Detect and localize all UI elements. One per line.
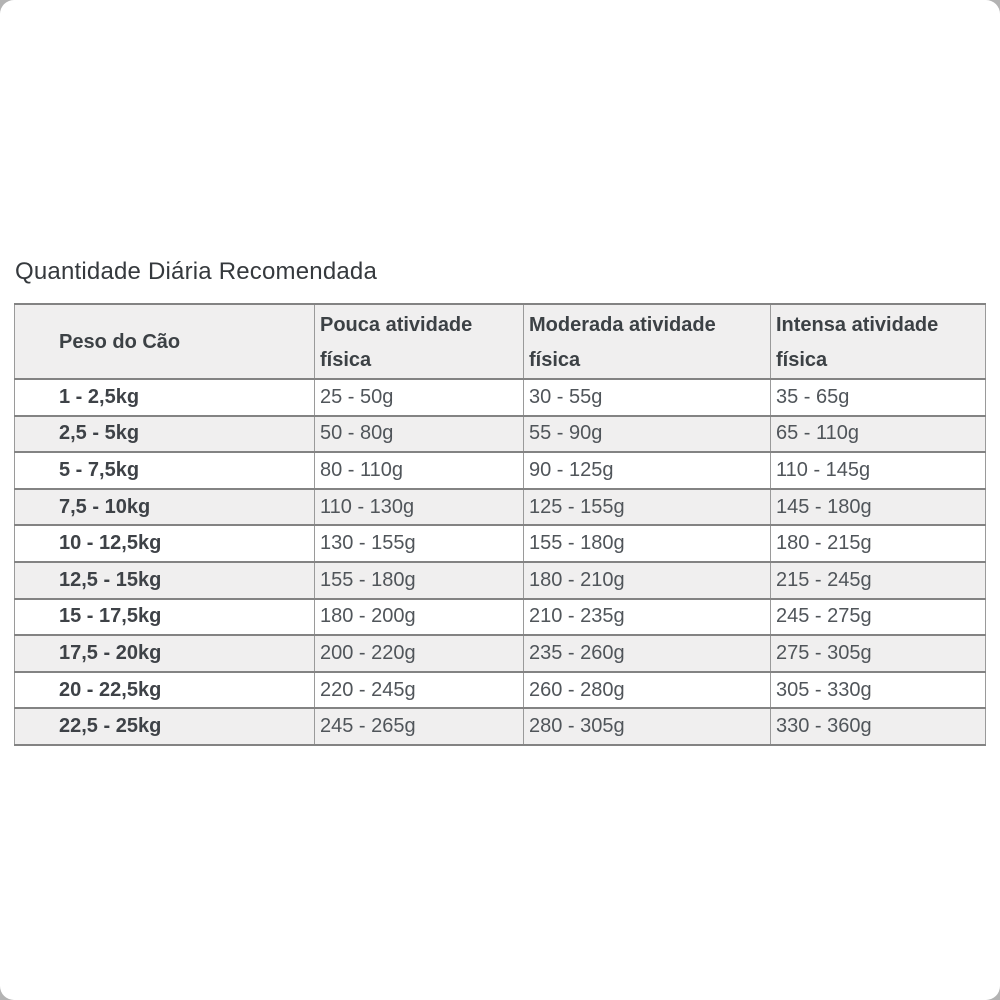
amount-cell: 55 - 90g bbox=[523, 414, 771, 454]
amount-cell: 125 - 155g bbox=[523, 487, 771, 527]
table-row: 2,5 - 5kg 50 - 80g 55 - 90g 65 - 110g bbox=[14, 414, 986, 454]
column-header-moderate-activity: Moderada atividade física bbox=[523, 303, 771, 380]
amount-cell: 305 - 330g bbox=[770, 670, 986, 710]
header-row: Peso do Cão Pouca atividade física Moder… bbox=[14, 303, 986, 380]
table-row: 20 - 22,5kg 220 - 245g 260 - 280g 305 - … bbox=[14, 670, 986, 710]
column-header-dog-weight: Peso do Cão bbox=[14, 303, 315, 380]
table-row: 15 - 17,5kg 180 - 200g 210 - 235g 245 - … bbox=[14, 597, 986, 637]
amount-cell: 210 - 235g bbox=[523, 597, 771, 637]
amount-cell: 155 - 180g bbox=[314, 560, 524, 600]
table-row: 22,5 - 25kg 245 - 265g 280 - 305g 330 - … bbox=[14, 707, 986, 746]
column-header-intense-activity: Intensa atividade física bbox=[770, 303, 986, 380]
weight-cell: 20 - 22,5kg bbox=[14, 670, 315, 710]
amount-cell: 80 - 110g bbox=[314, 451, 524, 490]
amount-cell: 90 - 125g bbox=[523, 451, 771, 490]
weight-cell: 7,5 - 10kg bbox=[14, 487, 315, 527]
amount-cell: 25 - 50g bbox=[314, 378, 524, 417]
table-row: 1 - 2,5kg 25 - 50g 30 - 55g 35 - 65g bbox=[14, 378, 986, 417]
weight-cell: 17,5 - 20kg bbox=[14, 634, 315, 673]
weight-cell: 12,5 - 15kg bbox=[14, 560, 315, 600]
amount-cell: 180 - 210g bbox=[523, 560, 771, 600]
amount-cell: 215 - 245g bbox=[770, 560, 986, 600]
amount-cell: 145 - 180g bbox=[770, 487, 986, 527]
table-row: 10 - 12,5kg 130 - 155g 155 - 180g 180 - … bbox=[14, 524, 986, 563]
amount-cell: 180 - 215g bbox=[770, 524, 986, 563]
weight-cell: 2,5 - 5kg bbox=[14, 414, 315, 454]
weight-cell: 15 - 17,5kg bbox=[14, 597, 315, 637]
column-header-low-activity: Pouca atividade física bbox=[314, 303, 524, 380]
amount-cell: 130 - 155g bbox=[314, 524, 524, 563]
amount-cell: 245 - 275g bbox=[770, 597, 986, 637]
amount-cell: 220 - 245g bbox=[314, 670, 524, 710]
amount-cell: 65 - 110g bbox=[770, 414, 986, 454]
table-row: 17,5 - 20kg 200 - 220g 235 - 260g 275 - … bbox=[14, 634, 986, 673]
page-title: Quantidade Diária Recomendada bbox=[15, 258, 378, 285]
amount-cell: 330 - 360g bbox=[770, 707, 986, 746]
amount-cell: 180 - 200g bbox=[314, 597, 524, 637]
amount-cell: 235 - 260g bbox=[523, 634, 771, 673]
weight-cell: 5 - 7,5kg bbox=[14, 451, 315, 490]
amount-cell: 245 - 265g bbox=[314, 707, 524, 746]
table-row: 5 - 7,5kg 80 - 110g 90 - 125g 110 - 145g bbox=[14, 451, 986, 490]
amount-cell: 50 - 80g bbox=[314, 414, 524, 454]
amount-cell: 110 - 130g bbox=[314, 487, 524, 527]
amount-cell: 110 - 145g bbox=[770, 451, 986, 490]
feeding-guide-section: Quantidade Diária Recomendada Peso do Cã… bbox=[14, 258, 986, 746]
amount-cell: 200 - 220g bbox=[314, 634, 524, 673]
weight-cell: 1 - 2,5kg bbox=[14, 378, 315, 417]
amount-cell: 260 - 280g bbox=[523, 670, 771, 710]
weight-cell: 22,5 - 25kg bbox=[14, 707, 315, 746]
amount-cell: 35 - 65g bbox=[770, 378, 986, 417]
table-row: 7,5 - 10kg 110 - 130g 125 - 155g 145 - 1… bbox=[14, 487, 986, 527]
table-row: 12,5 - 15kg 155 - 180g 180 - 210g 215 - … bbox=[14, 560, 986, 600]
amount-cell: 30 - 55g bbox=[523, 378, 771, 417]
amount-cell: 155 - 180g bbox=[523, 524, 771, 563]
feeding-table: Peso do Cão Pouca atividade física Moder… bbox=[14, 303, 986, 746]
weight-cell: 10 - 12,5kg bbox=[14, 524, 315, 563]
amount-cell: 275 - 305g bbox=[770, 634, 986, 673]
amount-cell: 280 - 305g bbox=[523, 707, 771, 746]
